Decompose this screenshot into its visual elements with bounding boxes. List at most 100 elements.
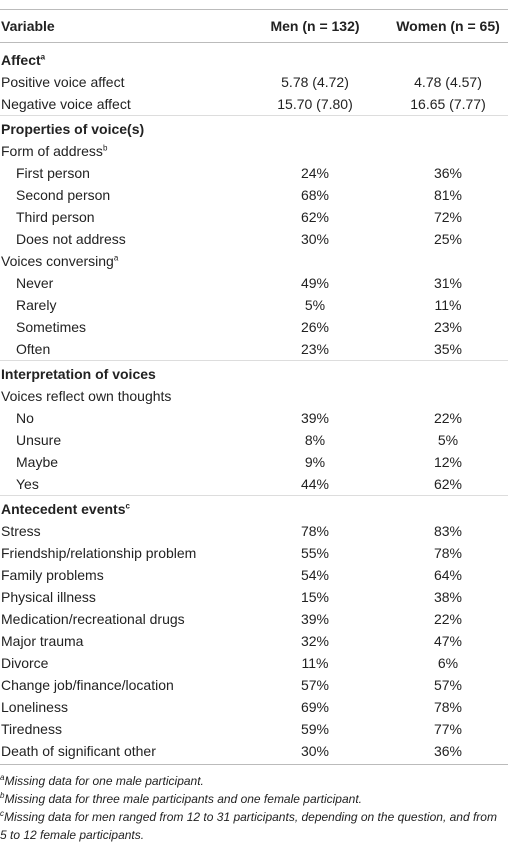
footnote: bMissing data for three male participant… (0, 787, 505, 808)
label-text: Negative voice affect (1, 96, 131, 112)
label-text: Family problems (1, 567, 104, 583)
cell-value: 62% (300, 209, 330, 225)
cell-value: 47% (433, 633, 463, 649)
section-rule (0, 115, 508, 116)
row-label: Major trauma (1, 633, 83, 649)
header-rule (0, 42, 508, 43)
row-label: First person (16, 165, 90, 181)
row-label: Third person (16, 209, 95, 225)
row-label: Rarely (16, 297, 56, 313)
footnote-mark: a (0, 773, 5, 782)
label-text: First person (16, 165, 90, 181)
cell-value: 59% (300, 721, 330, 737)
cell-value: 54% (300, 567, 330, 583)
row-label: Physical illness (1, 589, 96, 605)
cell-value: 12% (433, 454, 463, 470)
cell-value: 38% (433, 589, 463, 605)
row-label: Death of significant other (1, 743, 156, 759)
row-label: Form of addressb (1, 143, 107, 159)
row-label: Negative voice affect (1, 96, 131, 112)
cell-value: 15.70 (7.80) (277, 96, 353, 112)
column-header: Men (n = 132) (270, 18, 360, 34)
label-text: Voices reflect own thoughts (1, 388, 172, 404)
top-rule (0, 9, 508, 10)
label-text: Friendship/relationship problem (1, 545, 197, 561)
footnote: aMissing data for one male participant. (0, 769, 505, 790)
row-label: Does not address (16, 231, 126, 247)
cell-value: 11% (434, 297, 462, 313)
footnote-mark: a (40, 52, 46, 62)
cell-value: 22% (433, 611, 463, 627)
cell-value: 78% (300, 523, 330, 539)
footnote-mark: b (102, 143, 108, 153)
cell-value: 30% (300, 743, 330, 759)
cell-value: 62% (433, 476, 463, 492)
cell-value: 16.65 (7.77) (410, 96, 486, 112)
label-text: Voices conversing (1, 253, 114, 269)
cell-value: 36% (433, 743, 463, 759)
label-text: Never (16, 275, 54, 291)
label-text: Affect (1, 52, 41, 68)
row-label: Stress (1, 523, 41, 539)
label-text: Divorce (1, 655, 49, 671)
cell-value: 8% (304, 432, 326, 448)
column-header: Women (n = 65) (396, 18, 500, 34)
cell-value: 64% (433, 567, 463, 583)
bottom-rule (0, 764, 508, 765)
footnote-mark: c (0, 809, 4, 818)
footnote-mark: c (125, 501, 130, 511)
cell-value: 36% (433, 165, 463, 181)
cell-value: 68% (300, 187, 330, 203)
cell-value: 4.78 (4.57) (414, 74, 482, 90)
cell-value: 78% (433, 699, 463, 715)
cell-value: 23% (300, 341, 330, 357)
label-text: No (16, 410, 34, 426)
cell-value: 81% (433, 187, 463, 203)
row-label: Maybe (16, 454, 58, 470)
row-label: No (16, 410, 34, 426)
label-text: Change job/finance/location (1, 677, 174, 693)
row-label: Friendship/relationship problem (1, 545, 196, 561)
row-label: Change job/finance/location (1, 677, 174, 693)
cell-value: 69% (300, 699, 330, 715)
row-label: Never (16, 275, 53, 291)
cell-value: 83% (433, 523, 463, 539)
cell-value: 77% (433, 721, 463, 737)
label-text: Medication/recreational drugs (1, 611, 185, 627)
cell-value: 44% (300, 476, 330, 492)
label-text: Interpretation of voices (1, 366, 156, 382)
label-text: Third person (16, 209, 95, 225)
footnote-mark: a (113, 253, 119, 263)
cell-value: 5.78 (4.72) (281, 74, 349, 90)
section-label: Properties of voice(s) (1, 121, 144, 137)
row-label: Loneliness (1, 699, 68, 715)
cell-value: 23% (433, 319, 463, 335)
cell-value: 57% (433, 677, 463, 693)
footnote-mark: b (0, 791, 5, 800)
footnote-text: Missing data for three male participants… (4, 792, 362, 806)
label-text: Stress (1, 523, 41, 539)
cell-value: 5% (437, 432, 459, 448)
row-label: Family problems (1, 567, 104, 583)
label-text: Does not address (16, 231, 126, 247)
label-text: Rarely (16, 297, 57, 313)
cell-value: 39% (300, 410, 330, 426)
label-text: Second person (16, 187, 111, 203)
cell-value: 25% (433, 231, 463, 247)
label-text: Often (16, 341, 51, 357)
label-text: Tiredness (1, 721, 62, 737)
label-text: Death of significant other (1, 743, 156, 759)
footnote-text: Missing data for men ranged from 12 to 3… (0, 810, 497, 842)
cell-value: 39% (300, 611, 330, 627)
row-label: Often (16, 341, 50, 357)
cell-value: 22% (433, 410, 463, 426)
column-header: Variable (1, 18, 55, 34)
cell-value: 55% (300, 545, 330, 561)
label-text: Loneliness (1, 699, 68, 715)
label-text: Physical illness (1, 589, 96, 605)
label-text: Unsure (16, 432, 62, 448)
row-label: Medication/recreational drugs (1, 611, 185, 627)
row-label: Tiredness (1, 721, 62, 737)
label-text: Major trauma (1, 633, 84, 649)
